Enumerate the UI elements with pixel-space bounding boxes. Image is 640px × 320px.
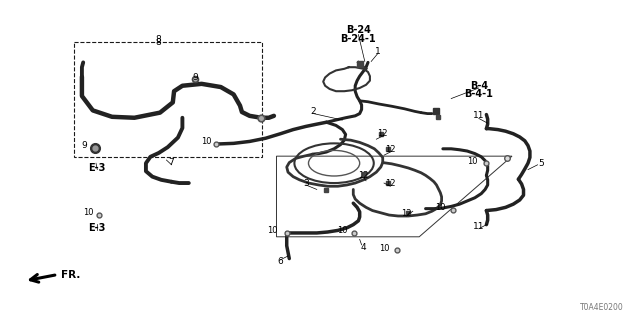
Text: E-3: E-3 bbox=[88, 163, 106, 173]
Bar bbox=[74, 42, 262, 157]
Text: 10: 10 bbox=[467, 157, 477, 166]
Text: 11: 11 bbox=[473, 222, 484, 231]
Text: 12: 12 bbox=[358, 171, 369, 180]
Text: 9: 9 bbox=[193, 73, 198, 82]
Text: 11: 11 bbox=[473, 111, 484, 120]
Text: 9: 9 bbox=[82, 141, 87, 150]
Text: B-24-1: B-24-1 bbox=[340, 34, 376, 44]
Text: 10: 10 bbox=[267, 226, 277, 235]
Text: 10: 10 bbox=[201, 137, 211, 146]
Text: B-4-1: B-4-1 bbox=[464, 89, 493, 100]
Text: 10: 10 bbox=[83, 208, 93, 217]
Text: FR.: FR. bbox=[61, 269, 80, 280]
Text: 7: 7 bbox=[169, 158, 174, 167]
Text: 8: 8 bbox=[156, 38, 161, 47]
Text: 12: 12 bbox=[385, 145, 396, 154]
Text: 12: 12 bbox=[378, 129, 388, 138]
Text: 6: 6 bbox=[278, 257, 283, 266]
Text: 10: 10 bbox=[435, 203, 445, 212]
Text: B-4: B-4 bbox=[470, 81, 488, 91]
Text: 2: 2 bbox=[311, 107, 316, 116]
Text: 12: 12 bbox=[385, 180, 396, 188]
Text: 12: 12 bbox=[401, 209, 412, 218]
Text: T0A4E0200: T0A4E0200 bbox=[580, 303, 624, 312]
Text: 8: 8 bbox=[156, 36, 161, 44]
Text: 3: 3 bbox=[303, 179, 308, 188]
Text: 4: 4 bbox=[361, 243, 366, 252]
Text: 10: 10 bbox=[337, 226, 348, 235]
Text: E-3: E-3 bbox=[88, 223, 106, 233]
Text: 1: 1 bbox=[375, 47, 380, 56]
Text: 10: 10 bbox=[379, 244, 389, 253]
Text: 5: 5 bbox=[538, 159, 543, 168]
Text: B-24: B-24 bbox=[346, 25, 371, 36]
